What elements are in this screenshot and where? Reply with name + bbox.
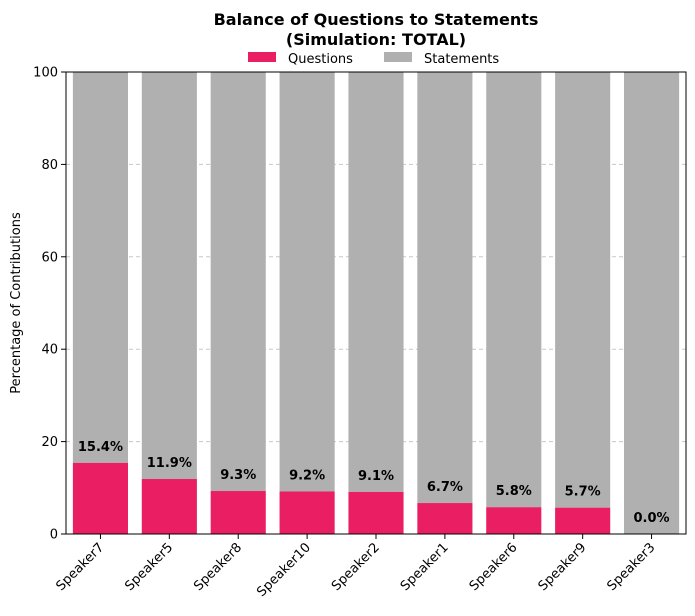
bar-questions-speaker10 [279, 491, 335, 534]
y-tick-label: 0 [50, 528, 58, 543]
data-label-speaker1: 6.7% [427, 480, 463, 495]
bar-questions-speaker6 [486, 507, 542, 534]
bar-statements-speaker1 [417, 72, 473, 504]
bar-statements-speaker5 [141, 72, 197, 480]
bar-questions-speaker9 [555, 507, 611, 534]
bar-statements-speaker2 [348, 72, 404, 492]
x-tick-label-speaker2: Speaker2 [329, 540, 383, 594]
x-tick-label-speaker7: Speaker7 [53, 540, 107, 594]
x-tick-label-speaker3: Speaker3 [605, 540, 659, 594]
y-axis-label: Percentage of Contributions [9, 212, 24, 394]
y-tick-label: 40 [41, 343, 58, 358]
bar-statements-speaker6 [486, 72, 542, 508]
bar-questions-speaker7 [72, 462, 128, 534]
plot-frame [65, 71, 687, 535]
x-tick-label-speaker8: Speaker8 [191, 540, 245, 594]
legend-swatch-statements [384, 52, 412, 62]
bar-questions-speaker1 [417, 503, 473, 534]
chart-title-line2: (Simulation: TOTAL) [286, 30, 466, 49]
legend-label-statements: Statements [424, 52, 499, 67]
x-tick-label-speaker5: Speaker5 [122, 540, 176, 594]
legend: Questions Statements [248, 52, 499, 67]
data-label-speaker8: 9.3% [220, 468, 256, 483]
bar-statements-speaker10 [279, 72, 335, 492]
data-label-speaker2: 9.1% [358, 469, 394, 484]
data-label-speaker10: 9.2% [289, 468, 325, 483]
y-tick-label: 100 [33, 66, 58, 81]
data-label-speaker9: 5.7% [565, 485, 601, 500]
chart-title-line1: Balance of Questions to Statements [214, 10, 539, 29]
bar-statements-speaker3 [624, 72, 680, 534]
legend-swatch-questions [248, 52, 276, 62]
y-tick-label: 20 [41, 435, 58, 450]
x-tick-label-speaker6: Speaker6 [467, 540, 521, 594]
x-tick-label-speaker10: Speaker10 [254, 540, 314, 600]
value-labels: 15.4% 11.9% 9.3% 9.2% 9.1% 6.7% 5.8% 5.7% 0.0% [78, 440, 670, 526]
bar-statements-speaker9 [555, 72, 611, 508]
x-tick-label-speaker1: Speaker1 [398, 540, 452, 594]
bar-questions-speaker8 [210, 491, 266, 534]
data-label-speaker5: 11.9% [147, 456, 192, 471]
legend-label-questions: Questions [288, 52, 353, 67]
data-label-speaker6: 5.8% [496, 484, 532, 499]
bar-statements-speaker8 [210, 72, 266, 492]
data-label-speaker7: 15.4% [78, 440, 123, 455]
bar-questions-speaker5 [141, 479, 197, 534]
y-tick-label: 60 [41, 250, 58, 265]
y-tick-label: 80 [41, 158, 58, 173]
x-tick-label-speaker9: Speaker9 [536, 540, 590, 594]
data-label-speaker3: 0.0% [634, 511, 670, 526]
bars [72, 72, 680, 534]
bar-questions-speaker2 [348, 491, 404, 534]
bar-statements-speaker7 [72, 72, 128, 463]
